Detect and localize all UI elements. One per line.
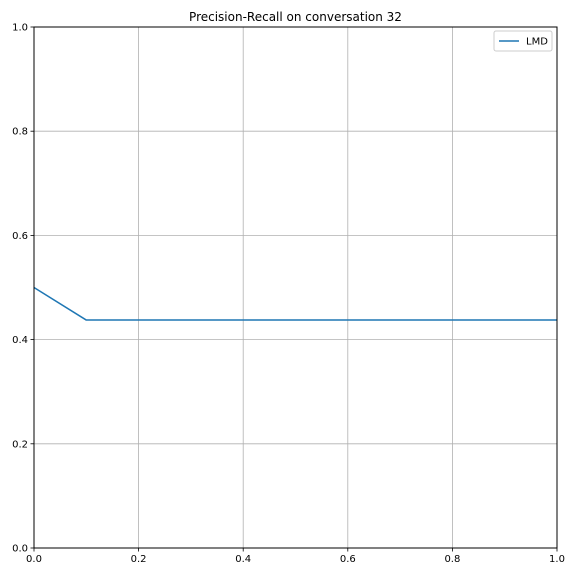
y-tick-label: 0.4 [12, 335, 28, 346]
legend-box [493, 30, 553, 52]
x-tick-label: 0.0 [26, 554, 42, 565]
y-tick-label: 1.0 [12, 23, 28, 34]
legend: LMD [493, 30, 553, 52]
x-tick-label: 0.4 [235, 554, 251, 565]
x-tick-label: 0.2 [131, 554, 147, 565]
y-tick-label: 0.0 [12, 544, 28, 555]
y-tick-label: 0.8 [12, 127, 28, 138]
x-tick-label: 1.0 [549, 554, 565, 565]
series-line-lmd [33, 286, 557, 321]
axis-ticks: 0.0 0.2 0.4 0.6 0.8 1.0 0.0 0.2 0.4 0.6 0.8 1.0 [12, 23, 565, 566]
grid-lines [33, 26, 558, 549]
legend-label: LMD [526, 37, 548, 48]
x-tick-label: 0.8 [444, 554, 460, 565]
y-tick-label: 0.6 [12, 231, 28, 242]
x-tick-label: 0.6 [340, 554, 356, 565]
plot-frame [33, 26, 558, 549]
series-layer [33, 286, 557, 321]
y-tick-label: 0.2 [12, 439, 28, 450]
chart-title: Precision-Recall on conversation 32 [189, 10, 402, 24]
